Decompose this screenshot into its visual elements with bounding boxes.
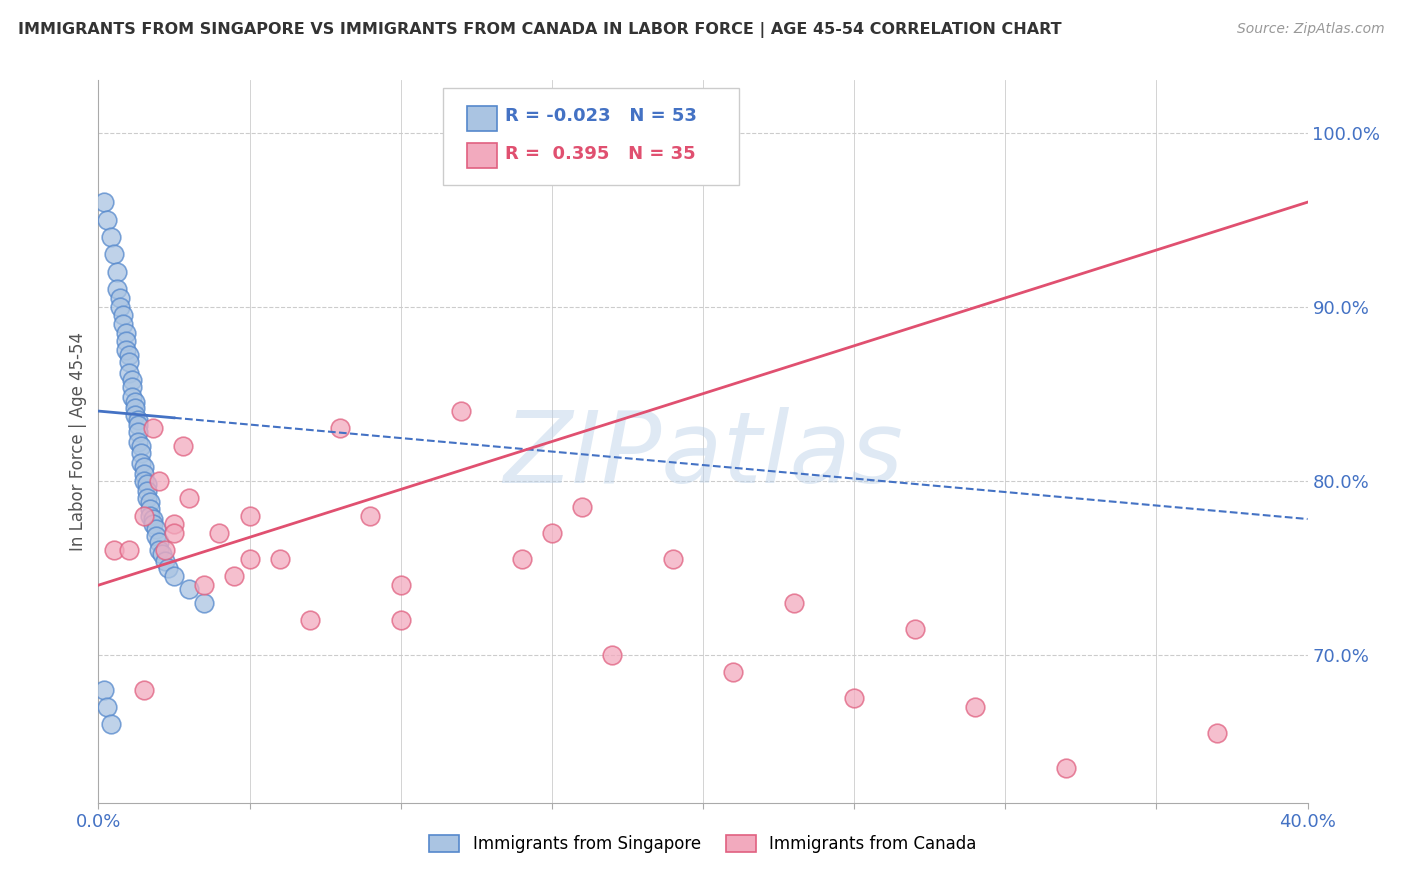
Point (329, 421, 352, 435)
Y-axis label: In Labor Force | Age 45-54: In Labor Force | Age 45-54 (69, 332, 87, 551)
Point (132, 459, 155, 474)
Point (105, 265, 128, 279)
Point (124, 408, 146, 422)
Point (129, 446, 152, 460)
Point (153, 543, 176, 558)
Point (96, 212, 118, 227)
Point (139, 501, 162, 516)
Point (129, 456, 152, 470)
Text: Source: ZipAtlas.com: Source: ZipAtlas.com (1237, 22, 1385, 37)
FancyBboxPatch shape (467, 105, 498, 131)
Point (208, 525, 231, 540)
Point (132, 682, 155, 697)
Point (965, 700, 987, 714)
Point (139, 494, 162, 508)
Point (224, 569, 246, 583)
Point (172, 439, 194, 453)
Point (239, 552, 262, 566)
Point (111, 308, 134, 322)
Point (602, 648, 624, 662)
Text: ZIPatlas: ZIPatlas (503, 408, 903, 505)
Point (135, 491, 157, 505)
Point (142, 421, 165, 435)
Point (135, 477, 157, 491)
Point (135, 484, 157, 499)
Point (163, 525, 186, 540)
Point (118, 543, 141, 558)
Point (124, 401, 146, 415)
Point (389, 578, 412, 592)
Point (1206, 726, 1229, 740)
Point (142, 517, 165, 532)
Point (121, 380, 143, 394)
Point (163, 517, 186, 532)
Point (121, 390, 143, 404)
Point (142, 512, 165, 526)
Legend: Immigrants from Singapore, Immigrants from Canada: Immigrants from Singapore, Immigrants fr… (423, 828, 983, 860)
FancyBboxPatch shape (467, 143, 498, 169)
Point (360, 508, 382, 523)
Point (450, 404, 472, 418)
Text: R =  0.395   N = 35: R = 0.395 N = 35 (505, 145, 696, 163)
Point (239, 508, 262, 523)
Point (389, 613, 412, 627)
Point (571, 500, 593, 514)
Point (148, 543, 170, 558)
Point (145, 523, 167, 537)
Point (148, 534, 170, 549)
Point (145, 529, 167, 543)
Point (163, 569, 186, 583)
Point (127, 417, 149, 432)
Point (118, 366, 141, 380)
Point (100, 717, 122, 731)
Point (661, 552, 683, 566)
Point (1054, 761, 1077, 775)
Point (179, 582, 201, 596)
Point (105, 282, 128, 296)
Point (121, 373, 143, 387)
Point (114, 326, 136, 340)
Text: IMMIGRANTS FROM SINGAPORE VS IMMIGRANTS FROM CANADA IN LABOR FORCE | AGE 45-54 C: IMMIGRANTS FROM SINGAPORE VS IMMIGRANTS … (18, 22, 1062, 38)
Point (124, 395, 146, 409)
Point (127, 413, 149, 427)
Point (510, 552, 533, 566)
Point (153, 554, 176, 568)
Point (132, 474, 155, 488)
FancyBboxPatch shape (443, 87, 740, 185)
Point (114, 343, 136, 358)
Point (111, 317, 134, 331)
Point (103, 247, 125, 261)
Point (127, 425, 149, 439)
Point (156, 561, 179, 575)
Point (93, 682, 115, 697)
Point (540, 525, 562, 540)
Point (108, 300, 131, 314)
Point (723, 665, 745, 680)
Point (96, 700, 118, 714)
Point (93, 195, 115, 210)
Point (193, 596, 215, 610)
Point (179, 491, 201, 505)
Text: R = -0.023   N = 53: R = -0.023 N = 53 (505, 107, 696, 126)
Point (103, 543, 125, 558)
Point (148, 474, 170, 488)
Point (129, 439, 152, 453)
Point (139, 508, 162, 523)
Point (783, 596, 806, 610)
Point (844, 691, 866, 706)
Point (150, 547, 173, 561)
Point (118, 355, 141, 369)
Point (269, 552, 291, 566)
Point (299, 613, 322, 627)
Point (193, 578, 215, 592)
Point (132, 467, 155, 481)
Point (132, 508, 155, 523)
Point (904, 622, 927, 636)
Point (127, 435, 149, 450)
Point (118, 348, 141, 362)
Point (114, 334, 136, 349)
Point (108, 291, 131, 305)
Point (100, 230, 122, 244)
